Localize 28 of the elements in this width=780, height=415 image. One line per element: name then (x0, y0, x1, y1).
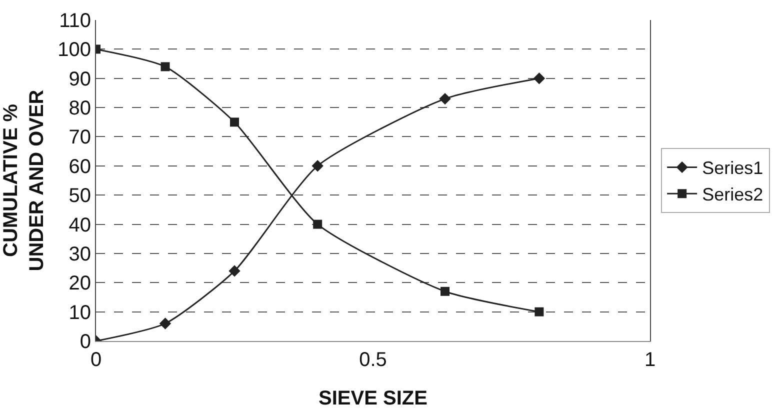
x-axis-title: SIEVE SIZE (318, 388, 428, 410)
point (533, 72, 546, 84)
y-tick-label: 30 (68, 243, 91, 266)
y-tick-label: 50 (68, 185, 91, 208)
x-tick-label: 0.5 (359, 349, 387, 371)
y-tick-label: 20 (68, 272, 91, 295)
point (313, 220, 322, 229)
point (230, 118, 239, 127)
point (228, 265, 240, 277)
legend-label: Series1 (702, 158, 764, 178)
y-tick-label: 0 (80, 331, 91, 353)
legend-label: Series2 (702, 184, 764, 205)
point (160, 62, 170, 72)
point (312, 160, 324, 172)
y-tick-label: 10 (68, 302, 91, 324)
y-tick-label: 70 (68, 126, 91, 149)
y-tick-label: 110 (59, 10, 91, 32)
y-tick-label: 80 (68, 98, 91, 120)
y-tick-label: 60 (68, 156, 91, 178)
point (159, 318, 172, 330)
x-tick-label: 1 (644, 349, 656, 371)
point (534, 307, 544, 316)
y-tick-label: 100 (58, 39, 91, 62)
point (439, 92, 451, 105)
y-axis-title: CUMULATIVE % UNDER AND OVER (0, 89, 48, 272)
y-tick-label: 90 (68, 68, 91, 90)
y-tick-label: 40 (68, 214, 91, 236)
point (440, 286, 450, 296)
